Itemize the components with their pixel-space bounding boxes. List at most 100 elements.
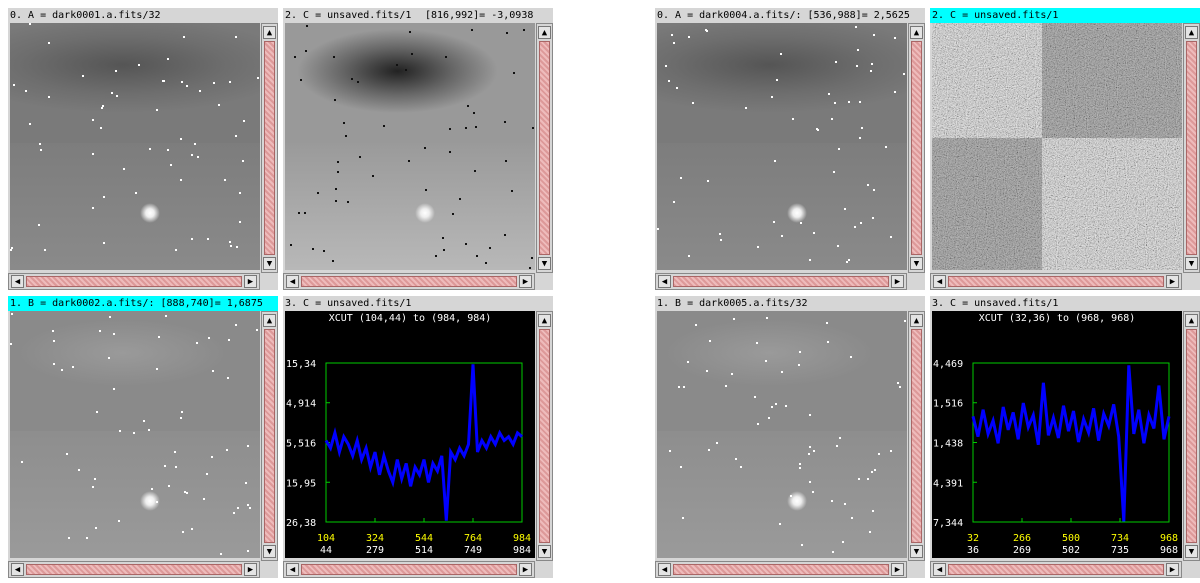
panel-title-bar[interactable]: 0. A = dark0001.a.fits/32 [8,8,278,23]
horizontal-scrollbar[interactable]: ◀▶ [283,561,535,578]
star [347,201,349,203]
star [409,31,411,33]
star [357,81,359,83]
star [839,437,841,439]
scroll-down[interactable]: ▼ [910,257,923,270]
scroll-left[interactable]: ◀ [11,275,24,288]
vertical-scrollbar[interactable]: ▲▼ [536,311,553,561]
panel-title-bar[interactable]: 1. B = dark0002.a.fits/: [888,740]= 1,68… [8,296,278,311]
panel-title-bar[interactable]: 3. C = unsaved.fits/1 [930,296,1200,311]
panel-title-bar[interactable]: 3. C = unsaved.fits/1 [283,296,553,311]
scroll-down[interactable]: ▼ [1185,545,1198,558]
star [304,212,306,214]
scroll-track[interactable] [1186,41,1197,255]
scroll-track[interactable] [26,276,242,287]
vertical-scrollbar[interactable]: ▲▼ [1183,311,1200,561]
scroll-track[interactable] [264,41,275,255]
scroll-right[interactable]: ▶ [1166,563,1179,576]
star [227,377,229,379]
scroll-track[interactable] [948,564,1164,575]
scroll-track[interactable] [911,329,922,543]
panel-title: 2. C = unsaved.fits/1 [932,10,1058,21]
scroll-track[interactable] [539,329,550,543]
scroll-right[interactable]: ▶ [1166,275,1179,288]
scroll-up[interactable]: ▲ [1185,314,1198,327]
star [29,123,31,125]
star [181,411,183,413]
star [168,485,170,487]
panel-title-bar[interactable]: 0. A = dark0004.a.fits/: [536,988]= 2,56… [655,8,925,23]
vertical-scrollbar[interactable]: ▲▼ [261,23,278,273]
star [506,32,508,34]
star [505,160,507,162]
vertical-scrollbar[interactable]: ▲▼ [908,23,925,273]
scroll-track[interactable] [26,564,242,575]
panel-title-bar[interactable]: 2. C = unsaved.fits/1[816,992]= -3,0938 [283,8,553,23]
scroll-track[interactable] [301,276,517,287]
star [68,537,70,539]
star [408,160,410,162]
scroll-track[interactable] [301,564,517,575]
star [756,342,758,344]
scroll-left[interactable]: ◀ [658,275,671,288]
scroll-left[interactable]: ◀ [286,563,299,576]
star [885,146,887,148]
star [242,160,244,162]
vertical-scrollbar[interactable]: ▲▼ [261,311,278,561]
horizontal-scrollbar[interactable]: ◀▶ [283,273,535,290]
scroll-right[interactable]: ▶ [891,275,904,288]
star [779,523,781,525]
scroll-track[interactable] [264,329,275,543]
scroll-track[interactable] [911,41,922,255]
horizontal-scrollbar[interactable]: ◀▶ [930,561,1182,578]
star [405,69,407,71]
star [848,259,850,261]
star [151,488,153,490]
scroll-track[interactable] [1186,329,1197,543]
star [48,96,50,98]
scroll-up[interactable]: ▲ [910,26,923,39]
scroll-left[interactable]: ◀ [933,563,946,576]
star [873,189,875,191]
scroll-down[interactable]: ▼ [263,545,276,558]
star [138,64,140,66]
scroll-right[interactable]: ▶ [891,563,904,576]
scroll-down[interactable]: ▼ [1185,257,1198,270]
scroll-track[interactable] [673,564,889,575]
horizontal-scrollbar[interactable]: ◀▶ [8,273,260,290]
panel-title-bar[interactable]: 1. B = dark0005.a.fits/32 [655,296,925,311]
scroll-track[interactable] [948,276,1164,287]
scroll-up[interactable]: ▲ [910,314,923,327]
horizontal-scrollbar[interactable]: ◀▶ [655,273,907,290]
horizontal-scrollbar[interactable]: ◀▶ [930,273,1182,290]
panel-title-bar[interactable]: 2. C = unsaved.fits/1 [930,8,1200,23]
scroll-right[interactable]: ▶ [244,563,257,576]
star [771,96,773,98]
scroll-down[interactable]: ▼ [538,257,551,270]
scroll-right[interactable]: ▶ [519,275,532,288]
scroll-up[interactable]: ▲ [1185,26,1198,39]
vertical-scrollbar[interactable]: ▲▼ [536,23,553,273]
scroll-up[interactable]: ▲ [263,314,276,327]
horizontal-scrollbar[interactable]: ◀▶ [655,561,907,578]
star [92,153,94,155]
scroll-left[interactable]: ◀ [658,563,671,576]
scroll-up[interactable]: ▲ [538,314,551,327]
scroll-down[interactable]: ▼ [263,257,276,270]
scroll-right[interactable]: ▶ [519,563,532,576]
horizontal-scrollbar[interactable]: ◀▶ [8,561,260,578]
scroll-left[interactable]: ◀ [286,275,299,288]
vertical-scrollbar[interactable]: ▲▼ [908,311,925,561]
star [294,56,296,58]
scroll-right[interactable]: ▶ [244,275,257,288]
scroll-up[interactable]: ▲ [538,26,551,39]
scroll-track[interactable] [673,276,889,287]
scroll-track[interactable] [539,41,550,255]
scroll-down[interactable]: ▼ [538,545,551,558]
star [467,105,469,107]
scroll-left[interactable]: ◀ [933,275,946,288]
scroll-up[interactable]: ▲ [263,26,276,39]
scroll-down[interactable]: ▼ [910,545,923,558]
vertical-scrollbar[interactable]: ▲▼ [1183,23,1200,273]
scroll-left[interactable]: ◀ [11,563,24,576]
